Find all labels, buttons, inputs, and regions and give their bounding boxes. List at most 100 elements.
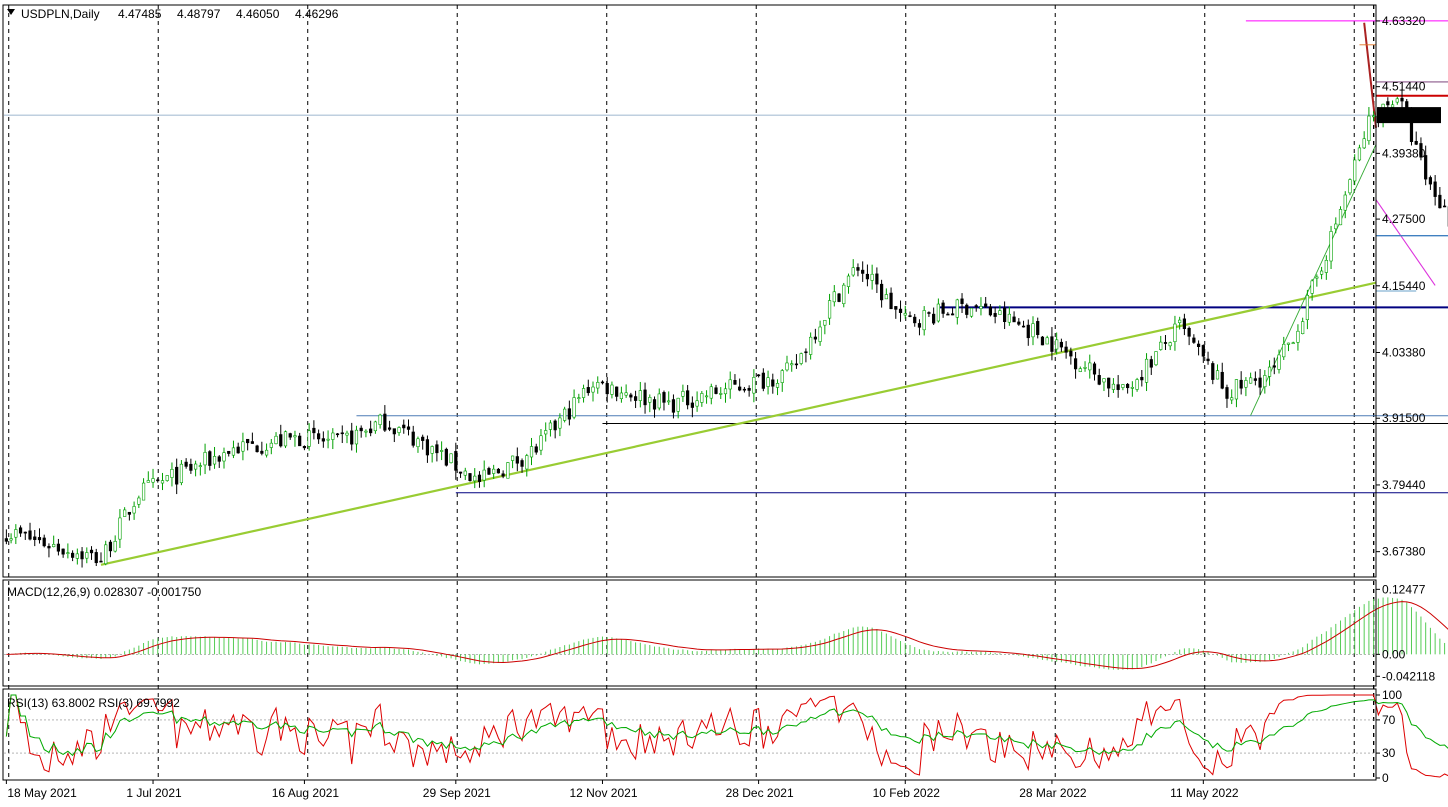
candle-body	[37, 537, 42, 541]
panel-frame	[2, 688, 1377, 781]
candle-body	[1433, 181, 1437, 197]
candle-body	[317, 433, 321, 440]
candle-body	[728, 379, 732, 390]
candle-body	[695, 400, 699, 407]
candle-body	[1064, 346, 1068, 353]
candle-body	[440, 450, 444, 452]
candle-body	[1442, 205, 1447, 208]
candle-body	[1078, 368, 1082, 372]
low-value: 4.46050	[236, 7, 280, 21]
candle-body	[203, 452, 207, 466]
candle-body	[326, 438, 330, 441]
candle-body	[686, 390, 690, 406]
candle-body	[66, 552, 70, 554]
candle-body	[1438, 194, 1442, 209]
candle-body	[1083, 367, 1087, 369]
current-price-tag	[1377, 107, 1441, 124]
candle-body	[1372, 115, 1376, 118]
candle-body	[619, 392, 624, 400]
time-tick-label: 18 May 2021	[7, 786, 77, 800]
candle-body	[1187, 327, 1191, 337]
candle-body	[151, 478, 155, 483]
candle-body	[269, 442, 273, 448]
time-tick-label: 10 Feb 2022	[873, 786, 941, 800]
candle-body	[742, 388, 747, 391]
candle-body	[709, 386, 713, 399]
candle-body	[1003, 307, 1007, 322]
candle-body	[813, 336, 817, 340]
candle-body	[1206, 358, 1210, 362]
candle-body	[1225, 387, 1229, 399]
candle-body	[293, 435, 297, 438]
time-tick-label: 16 Aug 2021	[272, 786, 340, 800]
candle-body	[870, 273, 874, 281]
candle-body	[799, 353, 803, 364]
candle-body	[837, 293, 841, 302]
candle-body	[18, 527, 23, 534]
candle-body	[482, 469, 486, 481]
candle-body	[47, 545, 51, 549]
candle-body	[1178, 319, 1182, 324]
candle-body	[1348, 179, 1352, 194]
candle-body	[648, 397, 652, 403]
candle-body	[804, 351, 808, 354]
candle-body	[700, 393, 704, 403]
candle-body	[1111, 383, 1116, 390]
candle-body	[856, 267, 860, 271]
candle-body	[1163, 342, 1168, 344]
candle-body	[894, 306, 898, 310]
dropdown-triangle-icon[interactable]	[7, 9, 15, 15]
candle-body	[1400, 97, 1404, 102]
candle-body	[198, 465, 202, 467]
candle-body	[1092, 363, 1097, 375]
candle-body	[1220, 371, 1224, 389]
rsi-tick-label: 30	[1382, 746, 1396, 760]
time-tick-label: 28 Mar 2022	[1019, 786, 1087, 800]
candle-body	[1310, 280, 1314, 294]
candle-body	[1069, 350, 1073, 357]
candle-body	[473, 475, 477, 482]
candle-body	[312, 427, 316, 434]
candle-body	[378, 414, 382, 425]
candle-body	[1026, 324, 1030, 339]
candle-body	[264, 449, 269, 456]
macd-tick-label: 0.00	[1382, 647, 1406, 661]
candle-body	[1149, 359, 1153, 368]
candle-body	[302, 445, 307, 449]
candle-body	[1301, 321, 1305, 334]
candle-body	[189, 463, 193, 471]
candle-body	[965, 304, 969, 315]
price-tick-label: 4.27500	[1382, 212, 1426, 226]
candle-body	[260, 450, 264, 454]
candle-body	[4, 538, 8, 542]
candle-body	[279, 434, 283, 447]
candle-body	[610, 384, 614, 395]
candle-body	[170, 469, 174, 478]
candle-body	[861, 269, 865, 274]
candle-body	[998, 310, 1002, 315]
candle-body	[454, 451, 458, 471]
candle-body	[335, 433, 340, 436]
candle-body	[179, 463, 184, 484]
candle-body	[832, 291, 836, 303]
candle-body	[1296, 330, 1300, 343]
candle-body	[1215, 370, 1220, 380]
candle-body	[676, 397, 680, 412]
candle-body	[586, 387, 590, 394]
candle-body	[567, 408, 571, 420]
candle-body	[922, 310, 926, 331]
candle-body	[1338, 209, 1343, 226]
candle-body	[515, 456, 519, 464]
panel-frames	[2, 4, 1377, 781]
candle-body	[42, 537, 46, 547]
candle-body	[714, 387, 718, 394]
candle-body	[662, 392, 666, 403]
candle-body	[1021, 325, 1026, 328]
candle-body	[89, 549, 94, 554]
price-tick-label: 4.39380	[1382, 146, 1426, 160]
candle-body	[775, 383, 780, 388]
candle-body	[733, 380, 737, 385]
candle-body	[657, 393, 661, 409]
price-tick-label: 4.63320	[1382, 14, 1426, 28]
candle-body	[1211, 363, 1215, 380]
